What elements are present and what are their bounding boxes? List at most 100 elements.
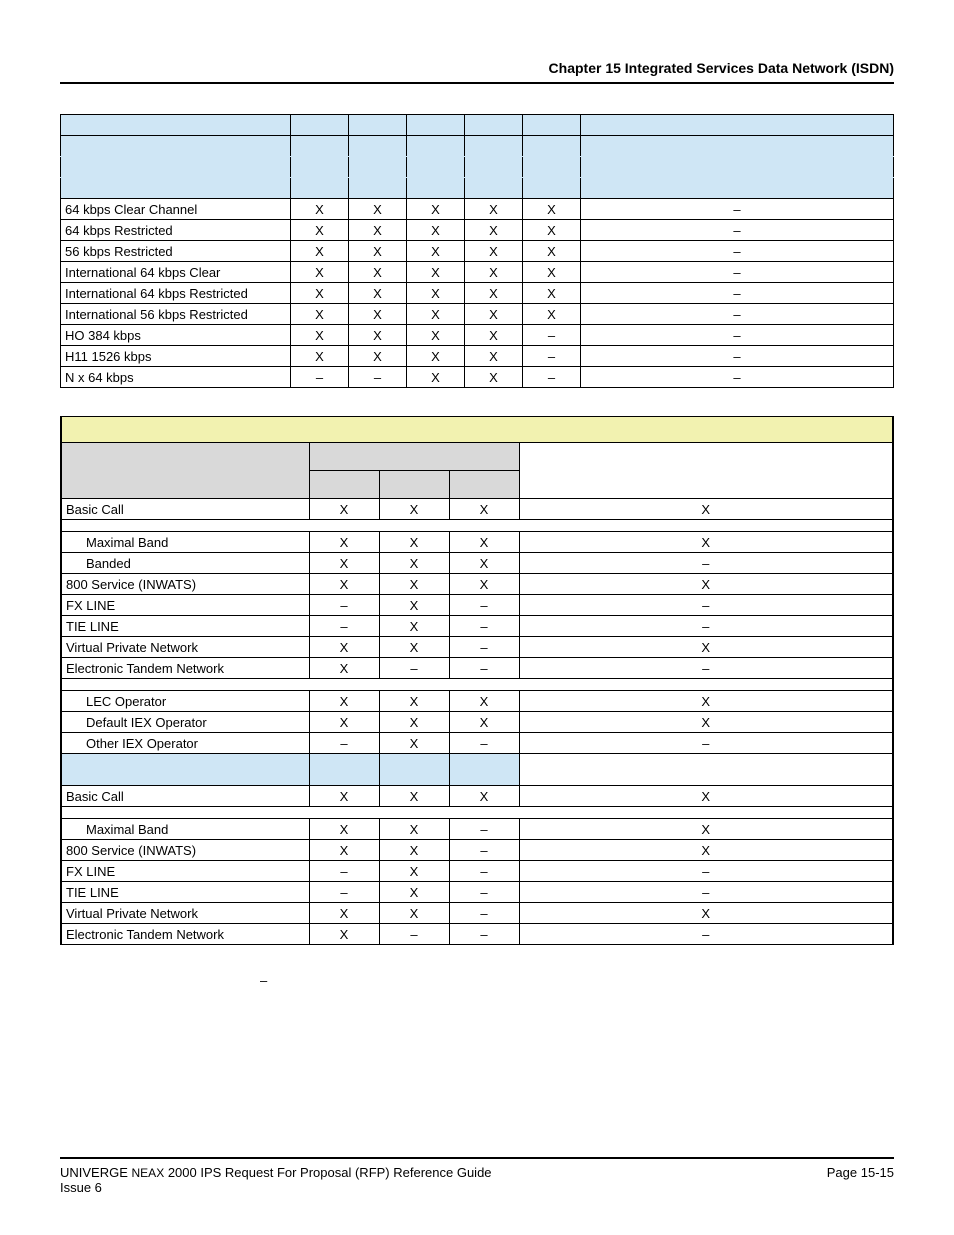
table2-blue-cell (379, 754, 449, 786)
table2-spacer (61, 520, 893, 532)
table2-cell: – (449, 733, 519, 754)
table2-cell: – (449, 882, 519, 903)
table2-cell: – (519, 595, 893, 616)
table1-cell: X (465, 346, 523, 367)
table2-blue-label (61, 754, 309, 786)
table2-cell: X (519, 499, 893, 520)
table1-header-cell (581, 115, 894, 136)
table2-cell: X (309, 819, 379, 840)
table1-cell: X (407, 262, 465, 283)
table1-cell: X (465, 325, 523, 346)
table1-row-label: 56 kbps Restricted (61, 241, 291, 262)
table1-cell: X (407, 241, 465, 262)
page-footer: UNIVERGE NEAX 2000 IPS Request For Propo… (60, 1157, 894, 1195)
table1-cell: – (581, 325, 894, 346)
table1-header-cell (349, 157, 407, 178)
table1-cell: – (523, 367, 581, 388)
table1-cell: X (465, 220, 523, 241)
footer-brand-c: 2000 IPS Request For Proposal (RFP) Refe… (164, 1165, 491, 1180)
table2-spacer (61, 807, 893, 819)
table1-cell: X (291, 241, 349, 262)
table2-cell: – (519, 553, 893, 574)
table2-cell: X (379, 861, 449, 882)
table2-cell: X (449, 532, 519, 553)
table2-cell: X (309, 712, 379, 733)
table1-row-label: N x 64 kbps (61, 367, 291, 388)
table2-row-label: Electronic Tandem Network (61, 658, 309, 679)
table2-cell: – (449, 658, 519, 679)
table2-row-label: Basic Call (61, 786, 309, 807)
table2-cell: X (379, 616, 449, 637)
table1-cell: – (523, 346, 581, 367)
table1-cell: – (523, 325, 581, 346)
table2-cell: X (379, 882, 449, 903)
table2-cell: X (309, 786, 379, 807)
table2-cell: X (449, 691, 519, 712)
table2-cell: – (519, 658, 893, 679)
header-rule (60, 82, 894, 84)
table1-row-label: 64 kbps Clear Channel (61, 199, 291, 220)
table1-row-label: HO 384 kbps (61, 325, 291, 346)
table2-blue-cell (449, 754, 519, 786)
table1-cell: X (523, 199, 581, 220)
table2-row-label: TIE LINE (61, 616, 309, 637)
table1-cell: X (407, 199, 465, 220)
chapter-title: Chapter 15 Integrated Services Data Netw… (60, 60, 894, 76)
table2-row-label: Electronic Tandem Network (61, 924, 309, 945)
table2-grey-right (519, 443, 893, 499)
table2-cell: – (309, 595, 379, 616)
table2-row-label: Maximal Band (61, 819, 309, 840)
table2-cell: – (449, 903, 519, 924)
table2-cell: – (519, 616, 893, 637)
table1-header-cell (61, 157, 291, 178)
table2-spacer (61, 679, 893, 691)
table2-cell: X (519, 691, 893, 712)
table2-cell: X (379, 595, 449, 616)
table2-cell: X (519, 903, 893, 924)
table1-header-cell (465, 157, 523, 178)
table2-cell: X (379, 840, 449, 861)
table1-row-label: International 64 kbps Restricted (61, 283, 291, 304)
table1-header-cell (291, 136, 349, 157)
table-1: 64 kbps Clear ChannelXXXXX–64 kbps Restr… (60, 114, 894, 388)
table2-cell: – (379, 658, 449, 679)
table1-header-cell (349, 115, 407, 136)
table2-cell: X (519, 712, 893, 733)
table1-cell: X (523, 304, 581, 325)
table1-cell: X (349, 283, 407, 304)
table2-cell: X (309, 903, 379, 924)
footer-rule (60, 1157, 894, 1159)
table-2: Basic CallXXXXMaximal BandXXXXBandedXXX–… (60, 416, 894, 945)
table1-cell: – (581, 304, 894, 325)
table2-cell: – (379, 924, 449, 945)
table1-cell: X (407, 346, 465, 367)
table2-cell: X (449, 553, 519, 574)
table2-row-label: FX LINE (61, 861, 309, 882)
table1-cell: X (407, 325, 465, 346)
table1-row-label: H11 1526 kbps (61, 346, 291, 367)
table2-cell: – (449, 637, 519, 658)
table2-cell: – (449, 819, 519, 840)
table2-cell: X (309, 499, 379, 520)
table2-cell: X (449, 712, 519, 733)
table1-cell: X (291, 262, 349, 283)
table1-header-cell (465, 136, 523, 157)
table1-cell: X (291, 325, 349, 346)
table2-cell: X (309, 691, 379, 712)
table1-cell: X (407, 367, 465, 388)
table2-cell: X (449, 786, 519, 807)
table1-header-cell (465, 178, 523, 199)
table1-header-cell (523, 157, 581, 178)
table2-cell: X (519, 840, 893, 861)
table2-cell: X (379, 819, 449, 840)
table2-cell: X (379, 903, 449, 924)
table2-cell: X (379, 553, 449, 574)
table1-cell: X (291, 304, 349, 325)
table1-cell: X (291, 199, 349, 220)
table2-row-label: Banded (61, 553, 309, 574)
table1-cell: X (523, 220, 581, 241)
table2-cell: X (309, 553, 379, 574)
table1-cell: – (581, 283, 894, 304)
table2-cell: – (309, 861, 379, 882)
table2-cell: X (449, 574, 519, 595)
